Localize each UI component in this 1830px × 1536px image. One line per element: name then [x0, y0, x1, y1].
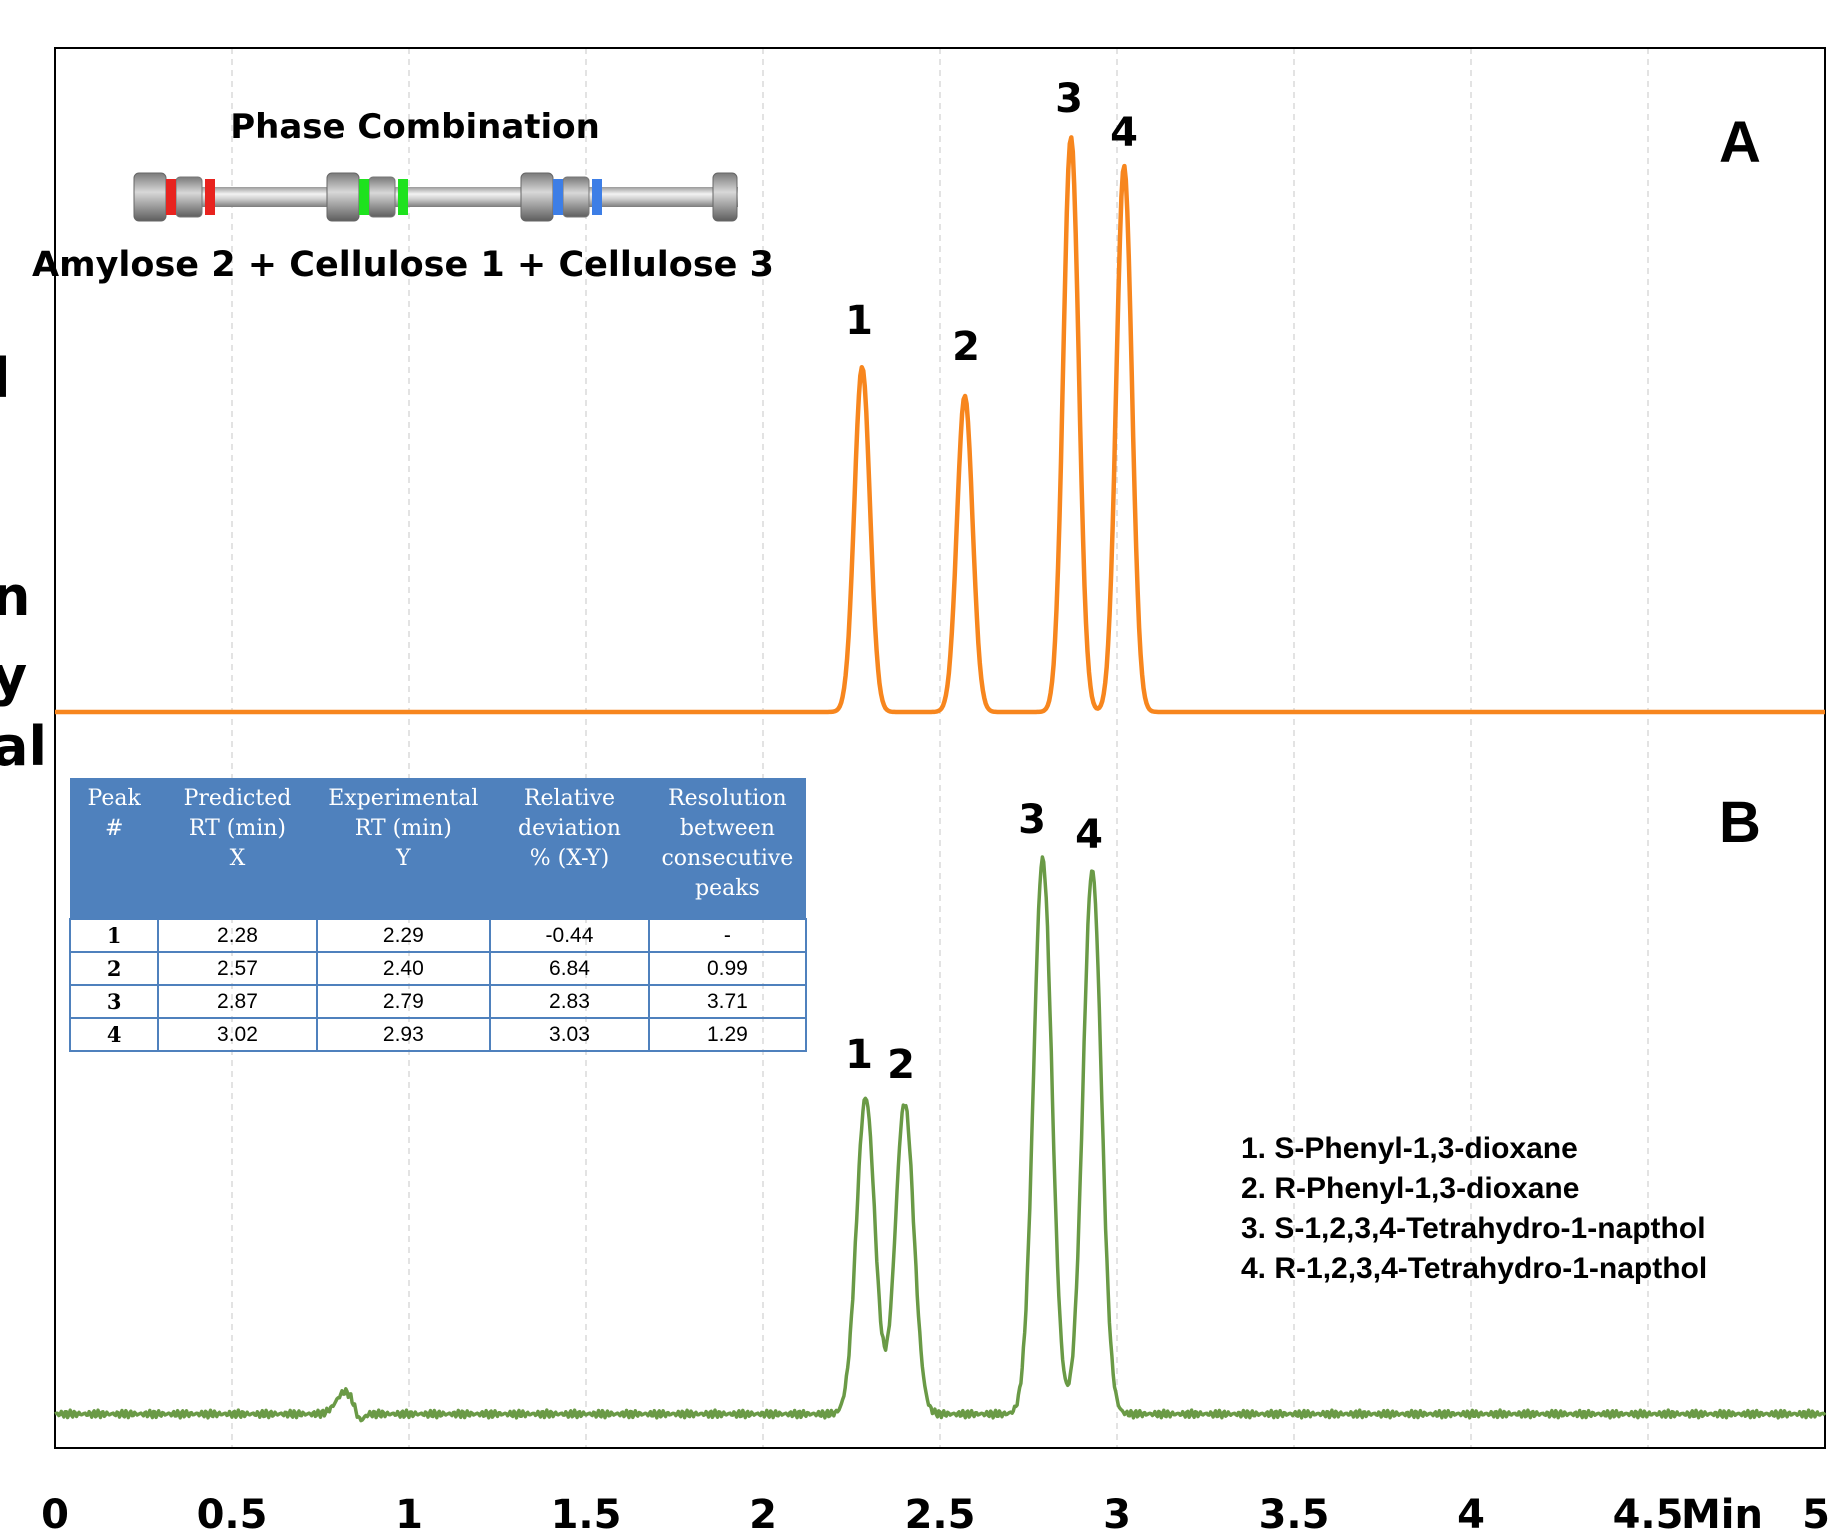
column-fitting: [133, 172, 167, 222]
cell-resolution: 1.29: [647, 1017, 808, 1052]
column-band: [398, 179, 408, 215]
panel-label-a: A: [1719, 110, 1761, 175]
panel-label-b: B: [1719, 790, 1761, 855]
table-row: 1 2.28 2.29 -0.44 -: [68, 918, 808, 953]
phase-subtitle: Amylose 2 + Cellulose 1 + Cellulose 3: [32, 245, 774, 285]
x-unit-label: Min: [1681, 1492, 1763, 1536]
cell-experimental: 2.40: [315, 951, 492, 986]
header-peak: Peak #: [70, 778, 159, 919]
table-row: 3 2.87 2.79 2.83 3.71: [68, 984, 808, 1019]
trace-panel-a: [54, 135, 1826, 715]
x-tick-label: 3: [1103, 1492, 1131, 1536]
column-nut: [175, 176, 203, 218]
header-predicted: Predicted RT (min) X: [158, 778, 317, 919]
cell-deviation: 2.83: [489, 984, 650, 1019]
cell-experimental: 2.93: [315, 1017, 492, 1052]
column-nut: [562, 176, 590, 218]
retention-time-table: Peak # Predicted RT (min) X Experimental RT …: [68, 778, 808, 1052]
left-fragment-2: n: [0, 565, 31, 628]
legend-entry: 3. S-1,2,3,4-Tetrahydro-1-napthol: [1241, 1212, 1706, 1245]
x-tick-label: 4.5: [1613, 1492, 1684, 1536]
column-fitting: [326, 172, 360, 222]
x-tick-label: 3.5: [1259, 1492, 1330, 1536]
peak-label-a: 2: [952, 324, 980, 370]
column-combination-graphic: [133, 172, 738, 222]
series-line-b: [54, 855, 1827, 1423]
cell-peak: 2: [68, 951, 160, 986]
cell-predicted: 2.28: [157, 918, 318, 953]
trace-panel-b: [54, 855, 1827, 1423]
column-band: [205, 179, 215, 215]
phase-title: Phase Combination: [230, 107, 600, 147]
cell-predicted: 2.87: [157, 984, 318, 1019]
column-band: [166, 179, 176, 215]
table-row: 4 3.02 2.93 3.03 1.29: [68, 1017, 808, 1052]
x-tick-label: 0.5: [197, 1492, 268, 1536]
x-tick-label: 1: [395, 1492, 423, 1536]
cell-predicted: 3.02: [157, 1017, 318, 1052]
peak-label-a: 3: [1055, 76, 1083, 122]
cell-deviation: 3.03: [489, 1017, 650, 1052]
plot-frame: [54, 47, 1826, 1449]
header-experimental: Experimental RT (min) Y: [316, 778, 491, 919]
compound-legend: 1. S-Phenyl-1,3-dioxane 2. R-Phenyl-1,3-d…: [1241, 1132, 1707, 1285]
peak-label-b: 1: [845, 1032, 873, 1078]
left-fragment-1: l: [0, 347, 11, 410]
vertical-gridlines: [231, 48, 1649, 1448]
column-band: [553, 179, 563, 215]
cell-experimental: 2.79: [315, 984, 492, 1019]
left-fragment-4: al: [0, 715, 47, 778]
cell-resolution: 0.99: [647, 951, 808, 986]
x-tick-label: 5: [1802, 1492, 1830, 1536]
x-tick-label: 4: [1457, 1492, 1485, 1536]
cell-deviation: -0.44: [489, 918, 650, 953]
peak-label-b: 4: [1075, 812, 1103, 858]
header-deviation: Relative deviation% (X-Y): [490, 778, 649, 919]
cell-peak: 4: [68, 1017, 160, 1052]
column-end-fitting: [712, 172, 738, 222]
peak-label-a: 1: [845, 298, 873, 344]
x-axis-ticks: 0 0.5 1 1.5 2 2.5 3 3.5 4 4.5 5 Min: [41, 1492, 1830, 1536]
cell-deviation: 6.84: [489, 951, 650, 986]
cell-predicted: 2.57: [157, 951, 318, 986]
legend-entry: 2. R-Phenyl-1,3-dioxane: [1241, 1172, 1579, 1205]
cell-resolution: -: [647, 918, 808, 953]
cell-peak: 1: [68, 918, 160, 953]
cell-peak: 3: [68, 984, 160, 1019]
x-tick-label: 0: [41, 1492, 69, 1536]
x-tick-label: 2.5: [905, 1492, 976, 1536]
column-nut: [368, 176, 396, 218]
peak-label-b: 3: [1018, 797, 1046, 843]
header-resolution: Resolution between consecutive peaks: [648, 778, 806, 919]
cell-resolution: 3.71: [647, 984, 808, 1019]
peak-label-b: 2: [887, 1042, 915, 1088]
legend-entry: 1. S-Phenyl-1,3-dioxane: [1241, 1132, 1578, 1165]
peak-label-a: 4: [1110, 110, 1138, 156]
legend-entry: 4. R-1,2,3,4-Tetrahydro-1-napthol: [1241, 1252, 1707, 1285]
left-fragment-3: y: [0, 645, 28, 708]
column-band: [359, 179, 369, 215]
column-band: [592, 179, 602, 215]
series-line-a: [54, 135, 1826, 715]
x-tick-label: 1.5: [551, 1492, 622, 1536]
column-fitting: [520, 172, 554, 222]
x-tick-label: 2: [749, 1492, 777, 1536]
table-row: 2 2.57 2.40 6.84 0.99: [68, 951, 808, 986]
cell-experimental: 2.29: [315, 918, 492, 953]
